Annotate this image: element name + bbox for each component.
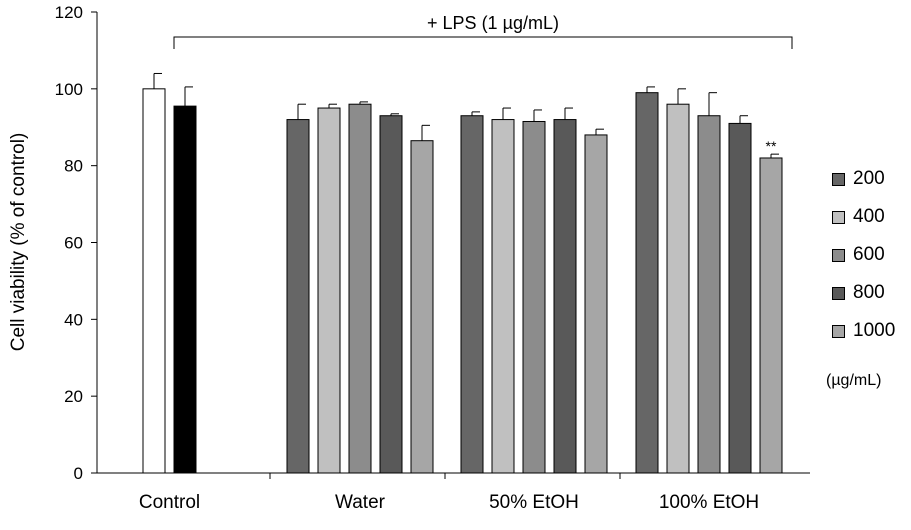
bar <box>697 115 721 474</box>
legend-item: 400 <box>832 198 910 236</box>
y-tick-label: 80 <box>64 157 83 176</box>
bar <box>379 115 403 474</box>
bar <box>348 103 372 474</box>
y-tick-label: 60 <box>64 234 83 253</box>
bar <box>317 107 341 474</box>
bar <box>728 122 752 474</box>
bracket-label: + LPS (1 µg/mL) <box>427 13 559 33</box>
y-tick-label: 20 <box>64 387 83 406</box>
legend-label: 400 <box>853 206 885 227</box>
y-tick-label: 40 <box>64 310 83 329</box>
group-label: 100% EtOH <box>659 492 759 513</box>
legend-label: 600 <box>853 244 885 265</box>
legend-item: 1000 <box>832 312 910 350</box>
y-tick-label: 100 <box>55 80 83 99</box>
bar <box>584 134 608 474</box>
legend-swatch <box>832 172 845 186</box>
y-axis-label: Cell viability (% of control) <box>8 133 29 352</box>
bar <box>553 119 577 474</box>
legend-item: 600 <box>832 236 910 274</box>
bar <box>666 103 690 474</box>
legend-swatch <box>832 248 845 262</box>
legend-swatch <box>832 210 845 224</box>
y-tick-label: 120 <box>55 3 83 22</box>
bar <box>173 105 197 474</box>
legend-unit: (µg/mL) <box>826 372 882 389</box>
bar <box>142 88 166 474</box>
legend-label: 800 <box>853 282 885 303</box>
group-label: Water <box>335 492 386 513</box>
y-tick-label: 0 <box>74 464 83 483</box>
bar <box>759 157 783 474</box>
significance-annotation: ** <box>766 138 777 154</box>
bar <box>491 119 515 474</box>
legend-swatch <box>832 286 845 300</box>
legend: 200 400 600 800 1000 <box>832 160 910 350</box>
bar <box>522 120 546 474</box>
bar <box>635 92 659 474</box>
lps-bracket <box>173 36 793 49</box>
legend-item: 200 <box>832 160 910 198</box>
legend-item: 800 <box>832 274 910 312</box>
group-label: 50% EtOH <box>489 492 579 513</box>
legend-label: 1000 <box>853 320 896 341</box>
legend-label: 200 <box>853 168 885 189</box>
bar <box>286 119 310 474</box>
legend-swatch <box>832 324 845 338</box>
bar <box>410 140 434 474</box>
bar <box>460 115 484 474</box>
group-label: Control <box>139 492 200 513</box>
